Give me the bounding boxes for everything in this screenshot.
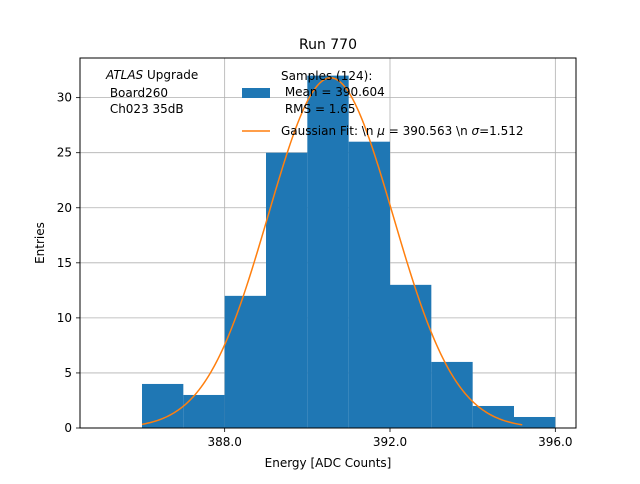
x-axis-ticks: 388.0 392.0 396.0 (207, 428, 573, 449)
legend-fit-mu: μ (376, 124, 385, 138)
x-tick-label-1: 392.0 (373, 435, 407, 449)
x-axis-label: Energy [ADC Counts] (265, 456, 392, 470)
histogram-bars (142, 75, 556, 428)
y-tick-label-2: 10 (57, 311, 72, 325)
x-tick-label-2: 396.0 (538, 435, 572, 449)
y-tick-label-0: 0 (64, 421, 72, 435)
plot-frame (79, 57, 577, 429)
y-tick-label-6: 30 (57, 91, 72, 105)
histogram-bar-6 (390, 284, 432, 428)
histogram-bar-4 (307, 75, 349, 428)
x-tick-label-0: 388.0 (207, 435, 241, 449)
annotation-line-3: Ch023 35dB (106, 102, 184, 116)
histogram-bar-2 (224, 295, 266, 428)
histogram-bar-9 (514, 416, 556, 428)
legend-fit-label: Gaussian Fit: \n μ = 390.563 \n σ=1.512 (281, 124, 524, 138)
atlas-annotation: ATLAS Upgrade Board260 Ch023 35dB (105, 68, 198, 116)
legend-fit-text-2: = 390.563 \n (385, 124, 472, 138)
y-axis-ticks: 0 5 10 15 20 25 30 (57, 91, 80, 435)
y-tick-label-1: 5 (64, 366, 72, 380)
gaussian-fit-layer (141, 77, 523, 426)
annotation-line-1: ATLAS Upgrade (105, 68, 198, 82)
annotation-line-2: Board260 (106, 86, 168, 100)
legend-fit-text-3: =1.512 (479, 124, 523, 138)
legend-histogram-line-2: Mean = 390.604 (281, 85, 385, 99)
chart-title: Run 770 (299, 37, 357, 53)
y-tick-label-3: 15 (57, 256, 72, 270)
histogram-bar-3 (266, 152, 308, 428)
legend-histogram-swatch (242, 88, 270, 98)
annotation-rest: Upgrade (143, 68, 198, 82)
gaussian-fit-curve (141, 77, 523, 426)
y-axis-label: Entries (33, 222, 47, 264)
legend-fit-sigma: σ (472, 124, 480, 138)
annotation-italic: ATLAS (105, 68, 144, 82)
legend-fit-text-1: Gaussian Fit: \n (281, 124, 377, 138)
legend-histogram-line-3: RMS = 1.65 (281, 102, 356, 116)
histogram-bar-0 (142, 383, 184, 428)
y-tick-label-5: 25 (57, 146, 72, 160)
legend-histogram-line-1: Samples (124): (281, 69, 372, 83)
histogram-bar-5 (348, 141, 390, 428)
legend: Samples (124): Mean = 390.604 RMS = 1.65… (242, 69, 524, 138)
y-tick-label-4: 20 (57, 201, 72, 215)
